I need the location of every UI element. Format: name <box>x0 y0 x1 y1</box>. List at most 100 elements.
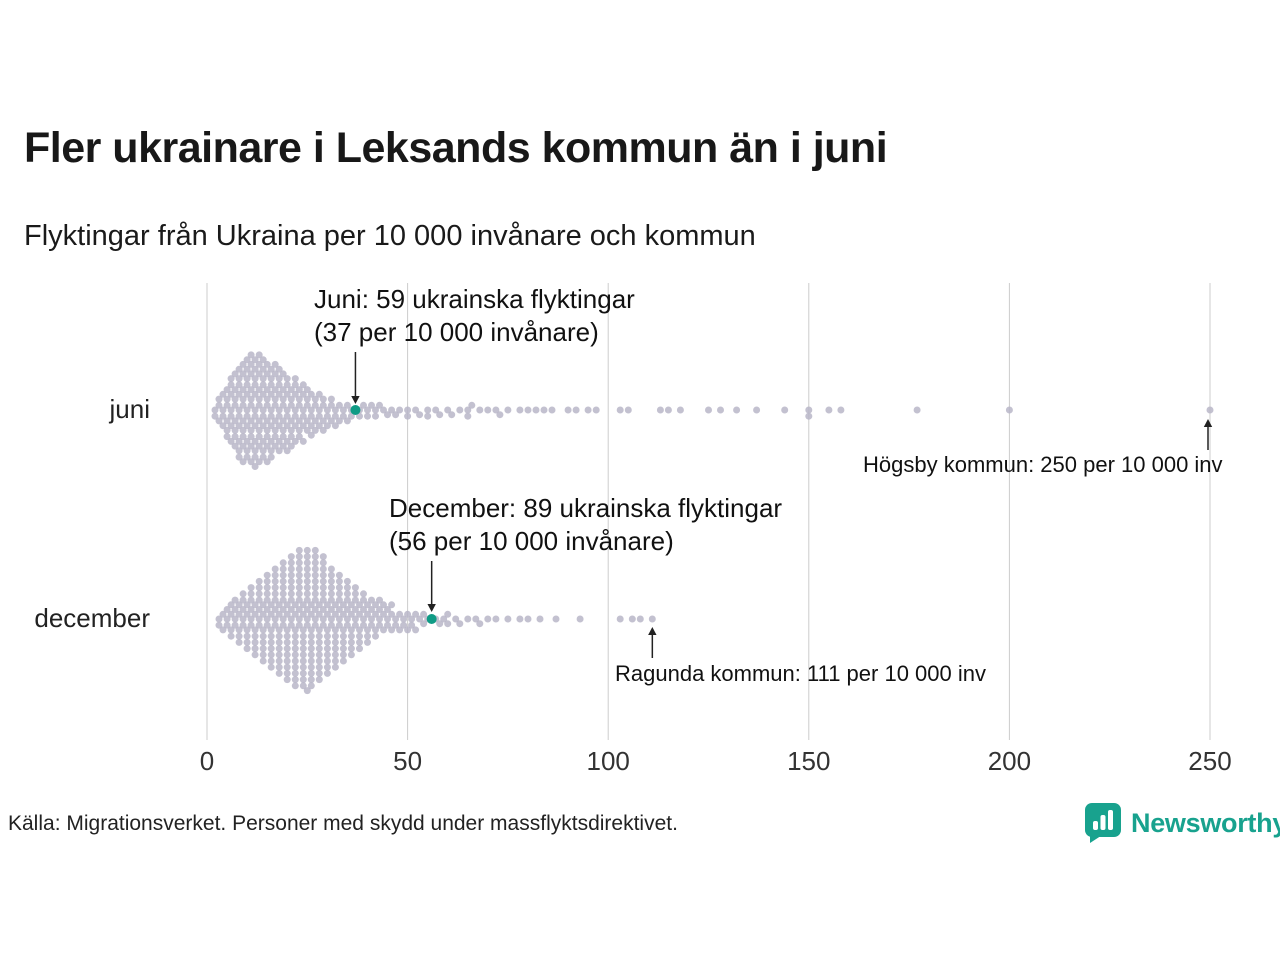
municipality-dot <box>283 601 291 609</box>
municipality-dot <box>356 645 363 653</box>
municipality-dot <box>572 406 580 414</box>
municipality-dot <box>484 615 492 623</box>
municipality-dot <box>251 651 259 659</box>
municipality-dot <box>368 606 375 613</box>
municipality-dot <box>271 584 279 592</box>
municipality-dot <box>287 571 295 579</box>
municipality-dot <box>323 412 331 420</box>
municipality-dot <box>263 577 271 585</box>
municipality-dot <box>1005 406 1013 414</box>
municipality-dot <box>311 571 319 579</box>
municipality-dot <box>227 381 235 389</box>
municipality-dot <box>255 442 263 450</box>
annotation-december-highlight: December: 89 ukrainska flyktingar (56 pe… <box>389 492 782 558</box>
municipality-dot <box>648 615 656 623</box>
municipality-dot <box>263 458 271 466</box>
municipality-dot <box>303 571 311 579</box>
municipality-dot <box>360 606 367 613</box>
municipality-dot <box>215 401 223 409</box>
municipality-dot <box>255 395 263 403</box>
municipality-dot <box>319 571 327 579</box>
municipality-dot <box>279 577 287 585</box>
municipality-dot <box>231 433 239 441</box>
municipality-dot <box>271 577 279 585</box>
municipality-dot <box>251 390 259 398</box>
municipality-dot <box>227 406 235 414</box>
municipality-dot <box>243 375 251 383</box>
municipality-dot <box>331 412 339 420</box>
municipality-dot <box>243 601 251 609</box>
municipality-dot <box>279 433 287 441</box>
municipality-dot <box>315 657 323 665</box>
municipality-dot <box>291 651 299 659</box>
municipality-dot <box>239 596 247 604</box>
municipality-dot <box>275 375 283 383</box>
municipality-dot <box>211 412 219 420</box>
municipality-dot <box>291 412 299 420</box>
municipality-dot <box>496 411 504 419</box>
municipality-dot <box>364 610 371 618</box>
municipality-dot <box>291 645 299 653</box>
municipality-dot <box>339 657 347 665</box>
chart-title: Fler ukrainare i Leksands kommun än i ju… <box>24 124 888 172</box>
municipality-dot <box>291 406 299 414</box>
municipality-dot <box>243 406 251 414</box>
municipality-dot <box>295 395 303 403</box>
municipality-dot <box>323 601 331 609</box>
municipality-dot <box>319 426 327 434</box>
municipality-dot <box>307 657 315 665</box>
municipality-dot <box>231 401 239 409</box>
municipality-dot <box>267 657 275 665</box>
x-tick-label: 0 <box>199 746 215 776</box>
municipality-dot <box>540 406 548 414</box>
municipality-dot <box>360 590 367 598</box>
municipality-dot <box>259 638 267 646</box>
municipality-dot <box>251 406 259 414</box>
municipality-dot <box>247 351 255 359</box>
municipality-dot <box>243 638 251 646</box>
municipality-dot <box>287 395 295 403</box>
municipality-dot <box>275 610 283 618</box>
municipality-dot <box>364 638 371 646</box>
municipality-dot <box>227 390 235 398</box>
municipality-dot <box>476 406 484 414</box>
municipality-dot <box>275 406 283 414</box>
municipality-dot <box>307 663 315 671</box>
municipality-dot <box>404 406 412 414</box>
municipality-dot <box>504 615 512 623</box>
municipality-dot <box>339 610 347 618</box>
municipality-dot <box>307 682 315 690</box>
municipality-dot <box>291 610 299 618</box>
municipality-dot <box>319 596 327 604</box>
municipality-dot <box>303 615 311 623</box>
municipality-dot <box>299 390 307 398</box>
municipality-dot <box>291 437 299 445</box>
municipality-dot <box>235 390 243 398</box>
municipality-dot <box>255 458 263 466</box>
municipality-dot <box>299 412 307 420</box>
municipality-dot <box>251 365 259 373</box>
municipality-dot <box>299 381 307 389</box>
municipality-dot <box>343 584 351 592</box>
municipality-dot <box>311 401 319 409</box>
municipality-dot <box>223 433 231 441</box>
municipality-dot <box>351 596 359 604</box>
municipality-dot <box>239 590 247 598</box>
municipality-dot <box>243 632 251 640</box>
municipality-dot <box>247 442 255 450</box>
municipality-dot <box>251 437 259 445</box>
municipality-dot <box>267 638 275 646</box>
x-tick-label: 200 <box>987 746 1032 776</box>
municipality-dot <box>255 417 263 425</box>
municipality-dot <box>376 401 383 409</box>
municipality-dot <box>347 626 355 634</box>
municipality-dot <box>279 386 287 394</box>
municipality-dot <box>287 590 295 598</box>
municipality-dot <box>239 606 247 613</box>
municipality-dot <box>295 386 303 394</box>
municipality-dot <box>287 615 295 623</box>
municipality-dot <box>299 676 307 684</box>
municipality-dot <box>299 601 307 609</box>
municipality-dot <box>247 596 255 604</box>
municipality-dot <box>251 453 259 461</box>
